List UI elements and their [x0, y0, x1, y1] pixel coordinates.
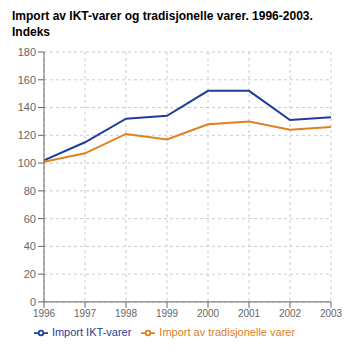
html-text:Import av tradisjonelle varer: Import av tradisjonelle varer	[159, 325, 296, 338]
svg-text:80: 80	[24, 185, 36, 197]
svg-text:1996: 1996	[33, 308, 56, 319]
svg-text:0: 0	[30, 296, 36, 308]
svg-text:60: 60	[24, 213, 36, 225]
svg-text:1998: 1998	[115, 308, 138, 319]
svg-text:120: 120	[18, 129, 36, 141]
svg-text:2000: 2000	[197, 308, 220, 319]
svg-text:2002: 2002	[279, 308, 302, 319]
svg-text:140: 140	[18, 101, 36, 113]
svg-text:2001: 2001	[238, 308, 261, 319]
html-text:Indeks: Indeks	[12, 25, 50, 39]
svg-text:180: 180	[18, 46, 36, 58]
svg-text:40: 40	[24, 240, 36, 252]
svg-text:1997: 1997	[74, 308, 97, 319]
svg-text:100: 100	[18, 157, 36, 169]
svg-text:20: 20	[24, 268, 36, 280]
svg-text:2003: 2003	[320, 308, 343, 319]
svg-text:1999: 1999	[156, 308, 179, 319]
svg-text:160: 160	[18, 74, 36, 86]
html-text:Import IKT-varer: Import IKT-varer	[51, 325, 132, 338]
html-text:Import av IKT-varer og tradisj: Import av IKT-varer og tradisjonelle var…	[12, 9, 313, 23]
